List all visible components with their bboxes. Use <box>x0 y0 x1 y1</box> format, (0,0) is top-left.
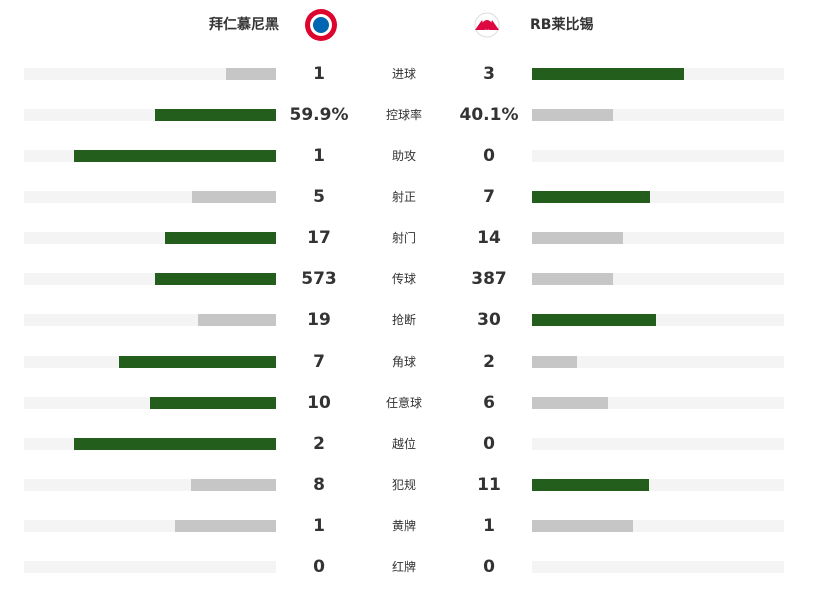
home-bar <box>225 68 276 80</box>
home-value: 1 <box>313 64 325 84</box>
away-track <box>532 396 784 409</box>
home-bar <box>155 273 276 286</box>
away-team-name: RB莱比锡 <box>530 17 594 33</box>
home-track <box>24 273 276 286</box>
away-track <box>532 68 784 80</box>
home-track <box>24 478 276 491</box>
away-bar <box>532 68 684 80</box>
away-value: 3 <box>483 64 495 84</box>
away-bar <box>532 314 656 327</box>
home-bar <box>165 232 276 245</box>
stat-label: 犯规 <box>391 477 416 492</box>
away-value: 0 <box>483 556 495 577</box>
home-bar <box>175 519 276 532</box>
away-logo <box>474 12 500 38</box>
stat-label: 抢断 <box>391 313 416 328</box>
away-bar <box>532 232 624 245</box>
home-track <box>24 560 276 573</box>
home-bar <box>118 355 276 368</box>
home-value: 0 <box>313 556 325 577</box>
away-value: 14 <box>477 228 501 249</box>
away-value: 30 <box>477 310 501 331</box>
stat-label: 黄牌 <box>391 518 416 533</box>
away-bar <box>532 396 608 409</box>
home-track <box>24 437 276 450</box>
home-track <box>24 109 276 122</box>
home-track <box>24 355 276 368</box>
away-track <box>532 232 784 245</box>
away-bar <box>532 109 613 122</box>
home-track <box>24 68 276 80</box>
home-bar <box>149 396 276 409</box>
home-value: 5 <box>313 187 325 208</box>
home-bar <box>74 150 276 163</box>
away-track <box>532 191 784 204</box>
away-bar <box>532 519 633 532</box>
home-track <box>24 232 276 245</box>
home-track <box>24 150 276 163</box>
stat-label: 红牌 <box>391 559 416 574</box>
home-track <box>24 396 276 409</box>
home-value: 2 <box>313 433 325 454</box>
stat-label: 任意球 <box>385 395 422 410</box>
away-bar <box>532 478 649 491</box>
away-track <box>532 273 784 286</box>
home-value: 19 <box>307 310 331 331</box>
away-value: 6 <box>483 392 495 413</box>
stat-label: 越位 <box>391 436 416 451</box>
away-track <box>532 437 784 450</box>
away-track <box>532 478 784 491</box>
away-bar <box>532 191 650 204</box>
stat-label: 助攻 <box>391 149 416 164</box>
away-value: 11 <box>477 474 501 495</box>
stat-label: 传球 <box>391 272 416 287</box>
home-bar <box>74 437 276 450</box>
away-value: 40.1% <box>459 105 519 126</box>
away-track <box>532 355 784 368</box>
away-bar <box>532 355 577 368</box>
away-value: 7 <box>483 187 495 208</box>
home-bar <box>191 191 276 204</box>
stat-label: 角球 <box>391 354 416 369</box>
stat-label: 射正 <box>391 190 416 205</box>
home-value: 573 <box>301 269 337 290</box>
home-logo <box>305 9 337 41</box>
home-value: 1 <box>313 515 325 536</box>
home-value: 10 <box>307 392 331 413</box>
away-bar <box>532 273 614 286</box>
away-value: 0 <box>483 146 495 167</box>
home-value: 7 <box>313 351 325 372</box>
away-track <box>532 519 784 532</box>
away-value: 2 <box>483 351 495 372</box>
home-track <box>24 314 276 327</box>
home-bar <box>190 478 276 491</box>
home-value: 8 <box>313 474 325 495</box>
stat-label: 进球 <box>391 67 416 81</box>
away-track <box>532 109 784 122</box>
home-bar <box>197 314 276 327</box>
away-value: 387 <box>471 269 507 290</box>
away-value: 0 <box>483 433 495 454</box>
home-team-name: 拜仁慕尼黑 <box>209 17 279 33</box>
stat-label: 控球率 <box>385 108 422 123</box>
away-track <box>532 150 784 163</box>
home-value: 17 <box>307 228 331 249</box>
home-track <box>24 191 276 204</box>
stat-label: 射门 <box>391 231 416 246</box>
away-track <box>532 314 784 327</box>
home-bar <box>155 109 276 122</box>
home-value: 1 <box>313 146 325 167</box>
home-track <box>24 519 276 532</box>
away-value: 1 <box>483 515 495 536</box>
home-value: 59.9% <box>289 105 349 126</box>
away-track <box>532 560 784 573</box>
